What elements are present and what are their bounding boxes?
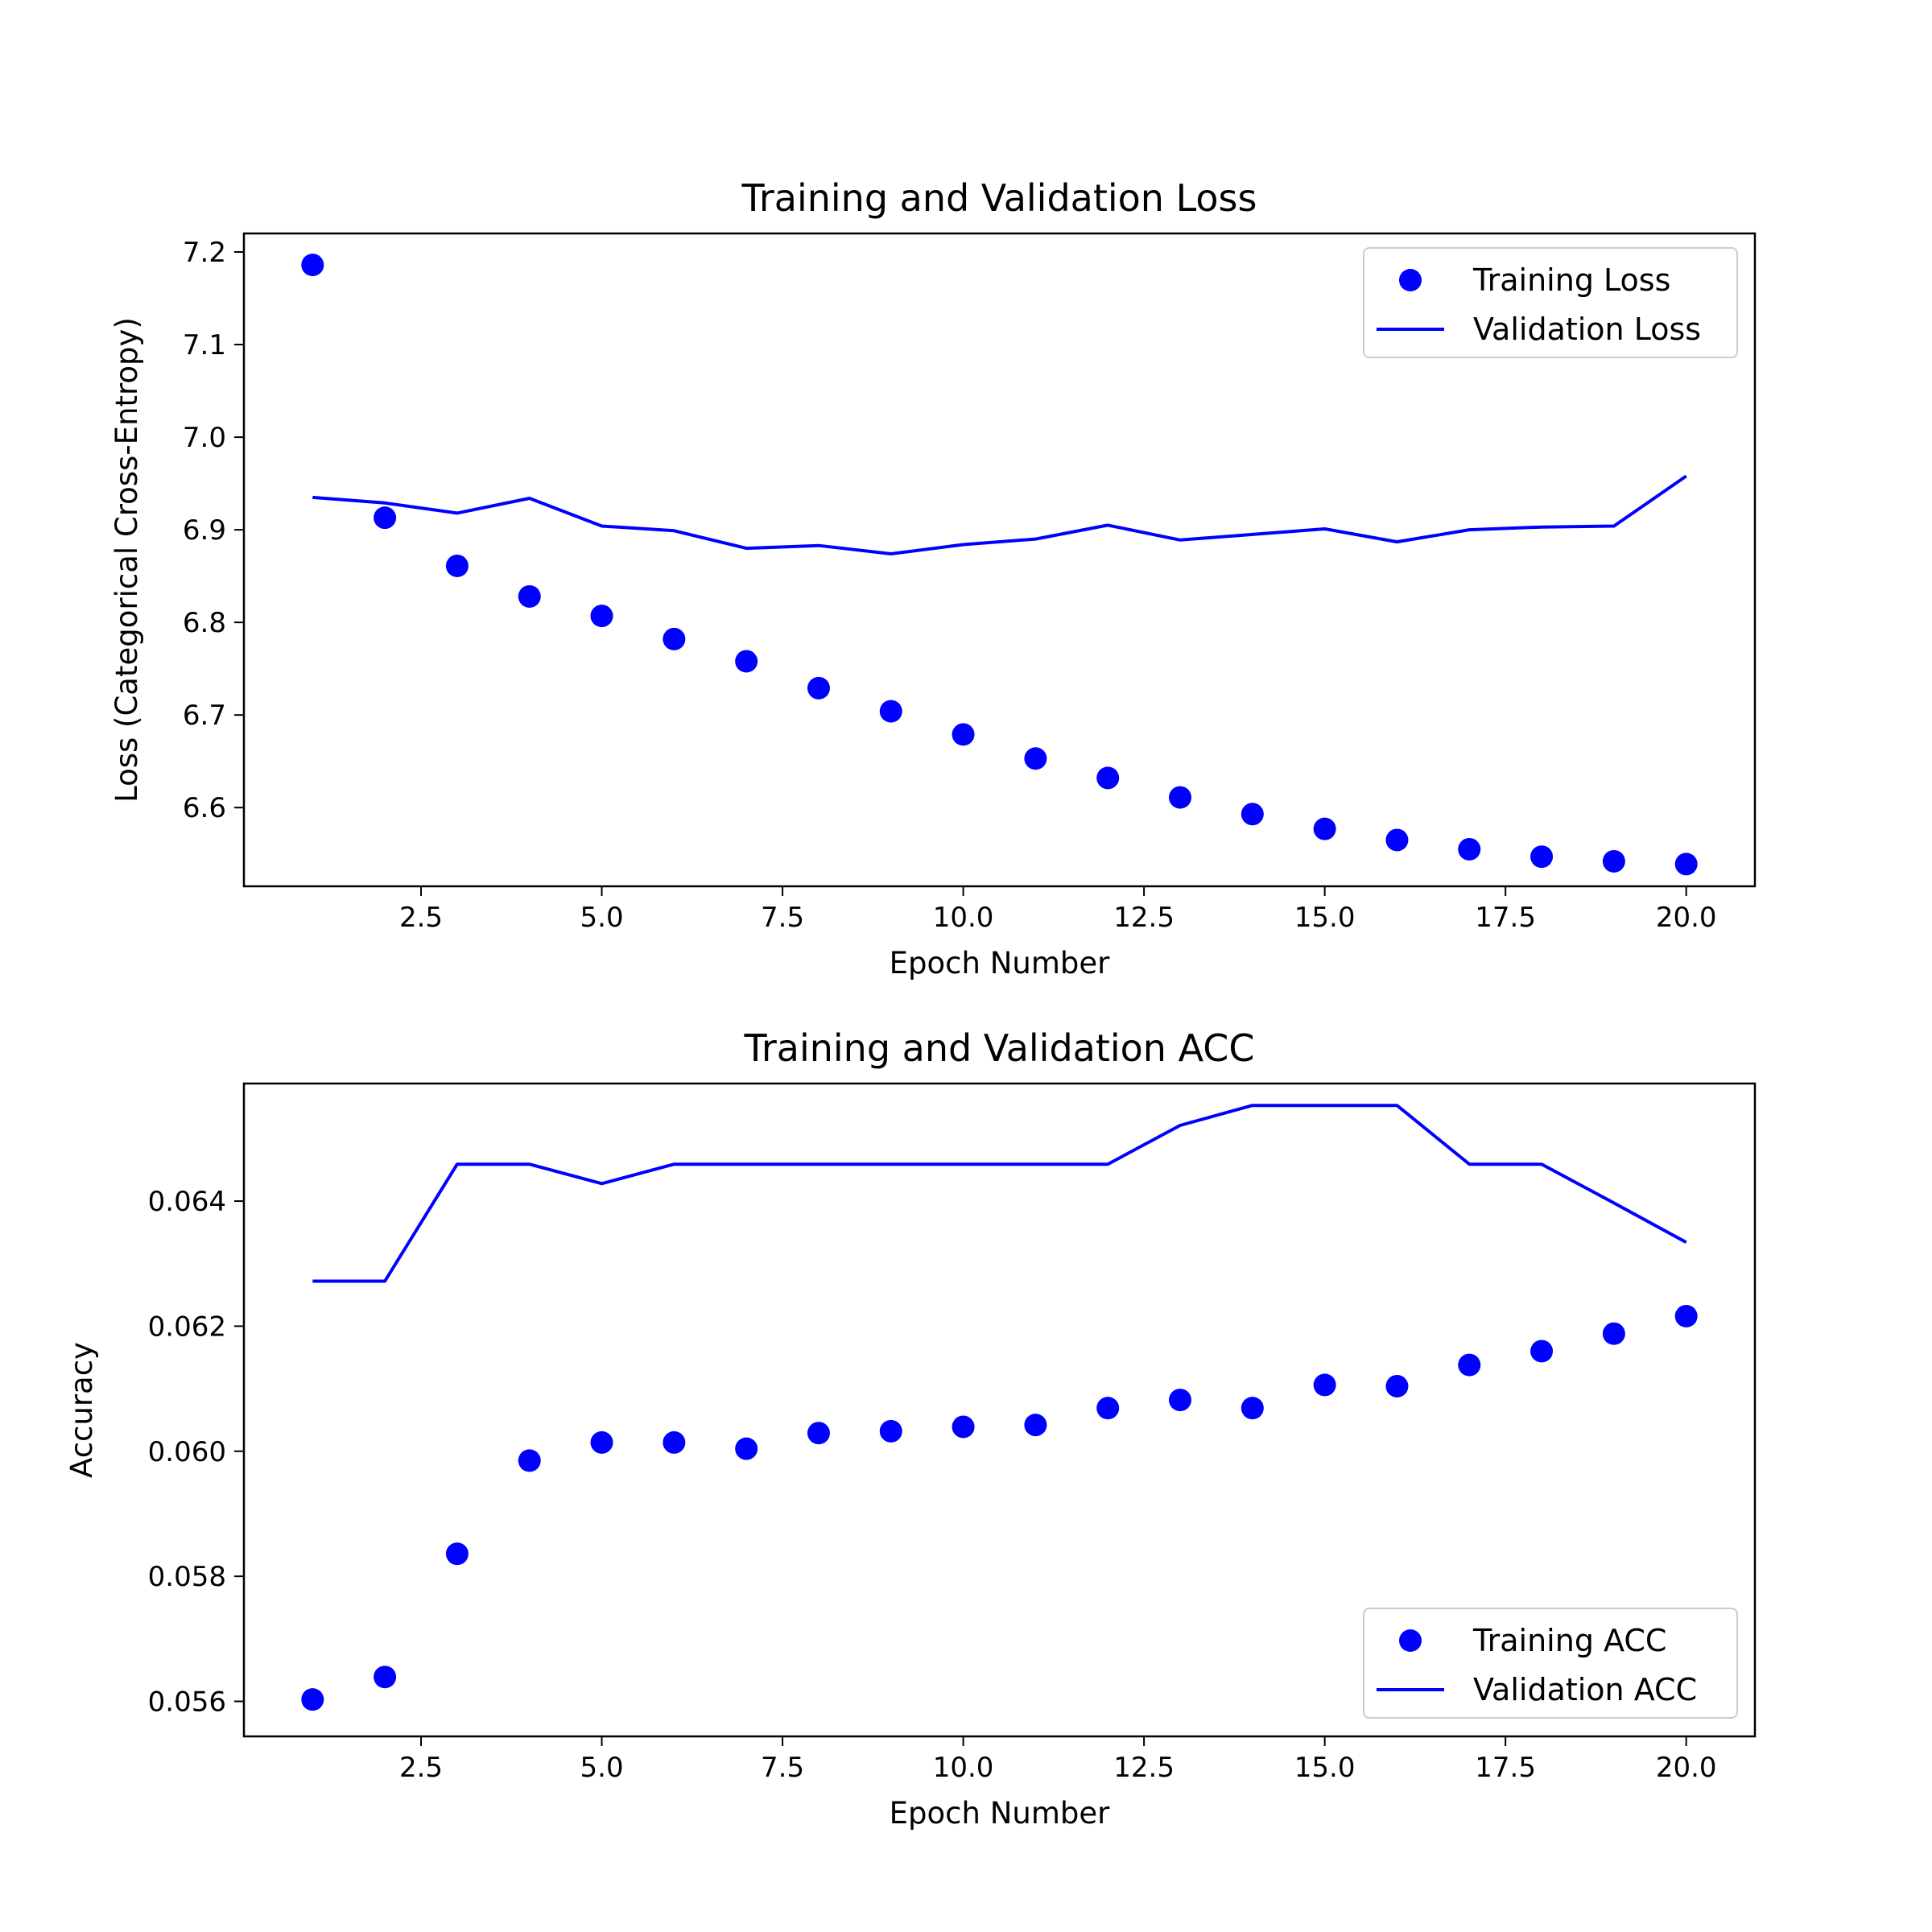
- x-tick-label: 10.0: [933, 902, 994, 934]
- y-tick-label: 6.9: [183, 514, 226, 547]
- y-tick-label: 0.064: [148, 1186, 226, 1218]
- plot-frame: [242, 1082, 1757, 1738]
- data-point-training-loss: [1241, 803, 1264, 826]
- data-point-training-loss: [807, 676, 830, 700]
- x-axis-label: Epoch Number: [890, 1796, 1110, 1831]
- y-axis-label: Loss (Categorical Cross-Entropy): [109, 317, 144, 803]
- x-tick-label: 5.0: [580, 1752, 624, 1784]
- y-tick-label: 7.0: [183, 422, 226, 454]
- data-point-training-loss: [1024, 747, 1047, 770]
- x-axis-label: Epoch Number: [890, 946, 1110, 980]
- legend-label: Validation Loss: [1473, 312, 1701, 347]
- data-point-training-loss: [879, 700, 902, 723]
- x-tick-label: 10.0: [933, 1752, 994, 1784]
- y-axis-label: Accuracy: [64, 1342, 99, 1478]
- legend: Training Loss Validation Loss: [1363, 247, 1738, 358]
- data-point-training-loss: [1602, 849, 1625, 873]
- data-point-training-loss: [374, 506, 397, 530]
- y-tick-label: 7.2: [183, 237, 226, 269]
- chart-title: Training and Validation ACC: [744, 1026, 1255, 1070]
- chart-title: Training and Validation Loss: [741, 176, 1257, 220]
- data-point-training-acc: [1530, 1340, 1554, 1363]
- data-point-training-acc: [1024, 1414, 1047, 1437]
- y-tick-label: 6.6: [183, 792, 226, 824]
- data-point-training-acc: [1241, 1397, 1264, 1420]
- data-point-training-acc: [1674, 1304, 1698, 1327]
- data-point-training-loss: [1674, 852, 1698, 876]
- data-point-training-acc: [374, 1666, 397, 1689]
- legend-label: Training ACC: [1472, 1623, 1666, 1658]
- data-point-training-acc: [1169, 1389, 1192, 1412]
- x-tick-label: 15.0: [1294, 902, 1356, 934]
- legend-box: [1363, 247, 1738, 358]
- y-tick-label: 6.7: [183, 700, 226, 732]
- data-point-training-acc: [1458, 1353, 1481, 1377]
- data-point-training-acc: [952, 1415, 975, 1439]
- x-tick-label: 2.5: [399, 1752, 443, 1784]
- data-point-training-acc: [1385, 1374, 1409, 1397]
- x-tick-label: 20.0: [1656, 902, 1717, 934]
- data-point-training-acc: [879, 1419, 902, 1443]
- x-tick-label: 12.5: [1113, 1752, 1174, 1784]
- data-point-training-loss: [518, 584, 541, 608]
- x-tick-label: 12.5: [1113, 902, 1174, 934]
- x-tick-label: 17.5: [1475, 1752, 1536, 1784]
- data-point-training-acc: [663, 1430, 686, 1454]
- series-line-validation-loss: [312, 474, 1687, 555]
- y-tick-label: 0.056: [148, 1686, 226, 1718]
- series-line-validation-acc: [312, 1104, 1687, 1283]
- data-point-training-loss: [1458, 837, 1481, 861]
- data-point-training-acc: [1313, 1373, 1336, 1397]
- data-point-training-loss: [1313, 817, 1336, 840]
- y-tick-label: 0.062: [148, 1311, 226, 1343]
- y-tick-label: 0.060: [148, 1436, 226, 1468]
- x-tick-label: 20.0: [1656, 1752, 1717, 1784]
- data-point-training-loss: [1169, 786, 1192, 809]
- chart-loss: Training and Validation Loss 2.5 5.0 7.5 10.…: [109, 176, 1757, 980]
- legend-marker-swatch: [1399, 1629, 1422, 1652]
- legend-label: Training Loss: [1472, 262, 1670, 298]
- data-point-training-acc: [445, 1542, 469, 1566]
- data-point-training-acc: [1096, 1397, 1120, 1420]
- data-point-training-loss: [1385, 828, 1409, 852]
- data-point-training-acc: [1602, 1322, 1625, 1345]
- data-point-training-acc: [590, 1430, 613, 1454]
- data-point-training-acc: [735, 1437, 758, 1460]
- data-point-training-acc: [518, 1449, 541, 1472]
- data-point-training-loss: [1530, 845, 1554, 869]
- x-tick-label: 17.5: [1475, 902, 1536, 934]
- data-point-training-loss: [1096, 766, 1120, 790]
- data-point-training-loss: [445, 554, 469, 577]
- data-point-training-loss: [590, 605, 613, 628]
- x-tick-label: 7.5: [761, 902, 804, 934]
- y-tick-label: 6.8: [183, 607, 226, 639]
- data-point-training-loss: [301, 254, 324, 277]
- data-point-training-loss: [735, 650, 758, 673]
- legend-label: Validation ACC: [1473, 1672, 1697, 1707]
- y-tick-label: 7.1: [183, 329, 226, 361]
- legend-marker-swatch: [1399, 269, 1422, 291]
- data-point-training-acc: [301, 1688, 324, 1711]
- data-point-training-loss: [952, 723, 975, 746]
- x-tick-label: 15.0: [1294, 1752, 1356, 1784]
- legend: Training ACC Validation ACC: [1363, 1608, 1738, 1719]
- plot-frame: [242, 232, 1757, 888]
- data-point-training-loss: [663, 627, 686, 650]
- chart-acc: Training and Validation ACC 2.5 5.0 7.5 10.0…: [64, 1026, 1757, 1831]
- data-point-training-acc: [807, 1422, 830, 1445]
- x-tick-label: 7.5: [761, 1752, 804, 1784]
- x-tick-label: 5.0: [580, 902, 624, 934]
- legend-box: [1363, 1608, 1738, 1719]
- y-tick-label: 0.058: [148, 1561, 226, 1593]
- x-tick-label: 2.5: [399, 902, 443, 934]
